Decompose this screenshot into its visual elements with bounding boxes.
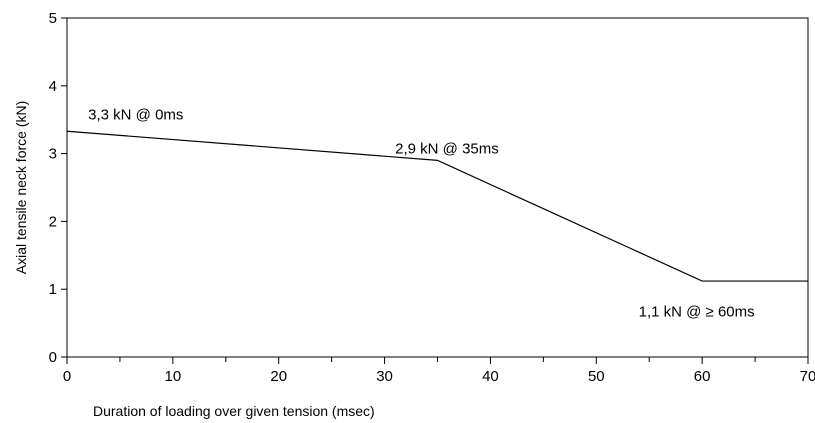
y-tick-label: 2 — [49, 213, 57, 230]
series-layer — [66, 130, 808, 282]
data-annotation: 1,1 kN @ ≥ 60ms — [639, 303, 755, 320]
x-tick-label: 70 — [800, 368, 815, 385]
x-axis-title: Duration of loading over given tension (… — [93, 403, 375, 419]
x-tick-label: 30 — [376, 368, 393, 385]
y-axis-title: Axial tensile neck force (kN) — [13, 101, 29, 275]
x-tick-label: 0 — [63, 368, 71, 385]
y-tick-label: 3 — [49, 146, 57, 163]
data-annotation: 3,3 kN @ 0ms — [88, 107, 183, 124]
y-tick-label: 1 — [49, 281, 57, 298]
data-annotation: 2,9 kN @ 35ms — [395, 141, 499, 158]
series-line — [66, 130, 808, 282]
y-tick-label: 5 — [49, 10, 57, 27]
y-tick-label: 4 — [49, 78, 57, 95]
y-axis-ticks: 0 1 2 3 4 5 — [49, 10, 67, 366]
x-tick-label: 60 — [694, 368, 711, 385]
x-tick-label: 40 — [482, 368, 499, 385]
y-tick-label: 0 — [49, 349, 57, 366]
x-tick-label: 50 — [588, 368, 605, 385]
x-tick-label: 20 — [270, 368, 287, 385]
plot-area-frame — [66, 17, 809, 358]
x-tick-label: 10 — [165, 368, 182, 385]
annotations: 3,3 kN @ 0ms 2,9 kN @ 35ms 1,1 kN @ ≥ 60ms — [88, 107, 754, 321]
x-axis-ticks: 0 10 20 30 40 50 60 70 — [63, 357, 815, 385]
